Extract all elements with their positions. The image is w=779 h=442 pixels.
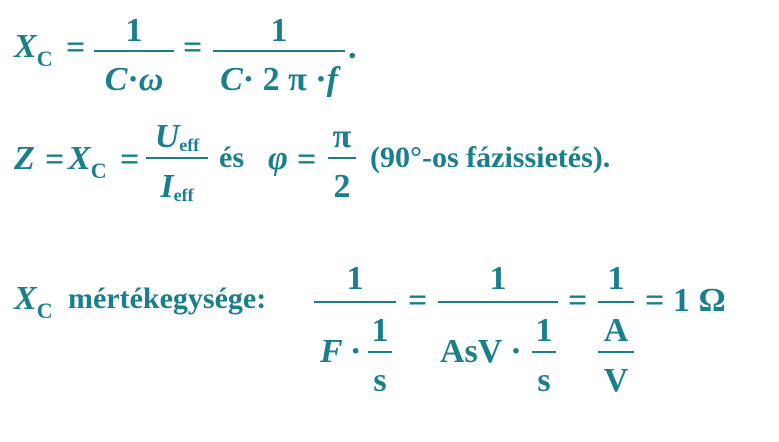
denominator: V (603, 362, 629, 399)
numerator: 1 (270, 12, 288, 49)
fraction-1-over-c-2pi-f: 1 C· 2 π ·f (213, 0, 345, 100)
fraction-bar (314, 301, 396, 303)
fraction-1-over-a-over-v: 1 A V (598, 250, 634, 410)
fraction-bar (146, 157, 208, 159)
denominator: Ieff (146, 168, 208, 206)
phase-lead-note: (90°-os fázissietés). (370, 141, 611, 174)
f-symbol: F (320, 333, 343, 370)
numerator: 1 (346, 260, 364, 297)
equals-sign: = (645, 282, 665, 319)
unit-label: mértékegysége: (68, 282, 267, 315)
fraction-bar (438, 301, 558, 303)
z-symbol: Z (14, 140, 35, 177)
numerator: 1 (535, 312, 553, 349)
numerator: 1 (489, 260, 507, 297)
c-symbol: C (220, 61, 243, 98)
two-pi-product: · 2 π · (242, 61, 327, 98)
period: . (348, 29, 357, 66)
c-subscript: C (36, 298, 53, 323)
c-symbol: C (104, 61, 128, 98)
fraction-1-over-f-times-1-over-s: 1 F · 1 s (314, 250, 396, 410)
dot-operator: · (350, 333, 362, 370)
numerator: 1 (125, 12, 143, 49)
fraction-bar (598, 351, 634, 353)
xc-variable: XC (14, 28, 53, 70)
equals-sign: = (408, 282, 428, 319)
result-one-ohm: 1 Ω (673, 282, 726, 319)
inner-fraction-a-over-v: A V (598, 306, 634, 399)
fraction-bar (598, 301, 634, 303)
fraction-pi-over-2: π 2 (328, 112, 356, 212)
x-symbol: X (14, 280, 37, 317)
denominator: s (537, 362, 551, 399)
fraction-1-over-c-omega: 1 C·ω (94, 0, 174, 100)
eff-subscript: eff (179, 135, 200, 155)
numerator: 1 (607, 260, 625, 297)
equals-sign: = (45, 141, 65, 178)
fraction-ueff-over-ieff: Ueff Ieff (146, 112, 208, 212)
equals-sign: = (568, 282, 588, 319)
eff-subscript: eff (173, 185, 194, 205)
fraction-bar (532, 351, 556, 353)
i-symbol: I (160, 168, 174, 205)
inner-fraction-1-over-s: 1 s (368, 306, 392, 399)
asv-unit: AsV · (440, 333, 522, 370)
u-symbol: U (154, 118, 180, 155)
fraction-bar (368, 351, 392, 353)
inner-fraction-1-over-s: 1 s (532, 306, 556, 399)
x-symbol: X (68, 140, 91, 177)
omega-symbol: ω (138, 61, 164, 98)
and-word: és (219, 141, 244, 174)
numerator: π (332, 118, 352, 155)
fraction-bar (213, 50, 345, 52)
equals-sign: = (120, 141, 140, 178)
xc-variable: XC (14, 280, 53, 322)
phi-symbol: φ (268, 140, 288, 177)
numerator: Ueff (146, 118, 208, 156)
fraction-1-over-asv-times-1-over-s: 1 AsV · 1 s (438, 250, 558, 410)
c-subscript: C (36, 46, 53, 71)
equals-sign: = (66, 29, 86, 66)
denominator: 2 (333, 168, 351, 205)
numerator: A (603, 312, 629, 349)
xc-variable: XC (68, 140, 107, 182)
equals-sign: = (183, 29, 203, 66)
fraction-bar (94, 50, 174, 52)
equals-sign: = (297, 141, 317, 178)
denominator: s (373, 362, 387, 399)
numerator: 1 (371, 312, 389, 349)
f-symbol: f (326, 61, 338, 98)
denominator: C· 2 π ·f (213, 61, 345, 99)
denominator: C·ω (94, 61, 174, 99)
x-symbol: X (14, 28, 37, 65)
fraction-bar (328, 157, 356, 159)
c-subscript: C (90, 158, 107, 183)
dot-operator: · (127, 61, 139, 98)
